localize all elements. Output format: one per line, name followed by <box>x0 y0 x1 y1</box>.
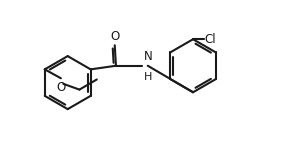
Text: H: H <box>144 72 152 82</box>
Text: O: O <box>110 30 119 43</box>
Text: Cl: Cl <box>205 33 216 46</box>
Text: O: O <box>56 81 65 94</box>
Text: N: N <box>144 50 153 63</box>
